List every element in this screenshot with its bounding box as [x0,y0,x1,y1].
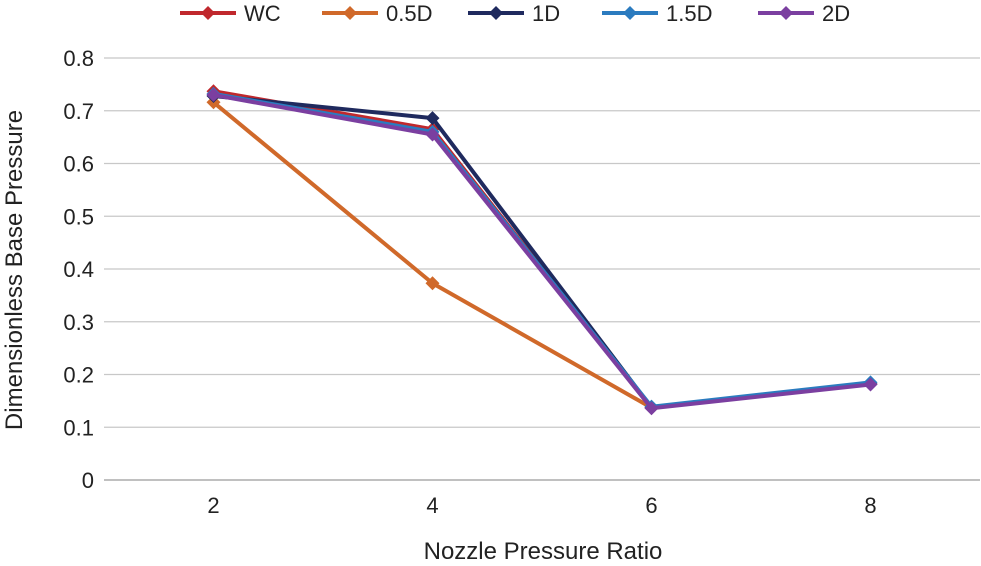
x-tick-label: 4 [426,493,438,518]
legend-marker [779,6,793,20]
legend-marker [623,6,637,20]
data-point [425,111,440,126]
y-tick-label: 0.4 [63,257,94,282]
x-tick-label: 8 [864,493,876,518]
legend-item-wc: WC [180,1,281,26]
x-tick-label: 2 [207,493,219,518]
y-tick-label: 0.7 [63,99,94,124]
legend-label: 1D [532,1,560,26]
x-axis-label: Nozzle Pressure Ratio [424,538,663,561]
legend: WC 0.5D 1D 1.5D 2D [180,1,850,26]
y-tick-label: 0.2 [63,363,94,388]
series-line-wc [213,89,871,410]
data-point [206,87,221,102]
data-point [863,377,878,392]
y-tick-label: 0.5 [63,204,94,229]
series-line-1d [213,93,871,410]
axes: 0 0.1 0.2 0.3 0.4 0.5 0.6 0.7 0.8 2 4 6 8 [63,46,876,518]
data-point [425,127,440,142]
legend-item-1d: 1D [468,1,560,26]
legend-label: 0.5D [386,1,432,26]
y-tick-label: 0.6 [63,152,94,177]
legend-label: WC [244,1,281,26]
data-point [425,276,440,291]
legend-item-2d: 2D [758,1,850,26]
series-line-0-5d [212,100,653,410]
legend-marker [201,6,215,20]
legend-label: 2D [822,1,850,26]
y-tick-label: 0.8 [63,46,94,71]
series-line-2d [213,92,871,411]
data-point [644,401,659,416]
y-tick-label: 0.1 [63,415,94,440]
series-line-1-5d [213,91,871,409]
series-lines [206,84,878,416]
legend-label: 1.5D [666,1,712,26]
y-tick-label: 0.3 [63,310,94,335]
legend-marker [489,6,503,20]
x-tick-label: 6 [645,493,657,518]
legend-item-0-5d: 0.5D [322,1,432,26]
y-tick-label: 0 [82,468,94,493]
legend-marker [343,6,357,20]
y-axis-label: Dimensionless Base Pressure [1,110,28,430]
legend-item-1-5d: 1.5D [602,1,712,26]
